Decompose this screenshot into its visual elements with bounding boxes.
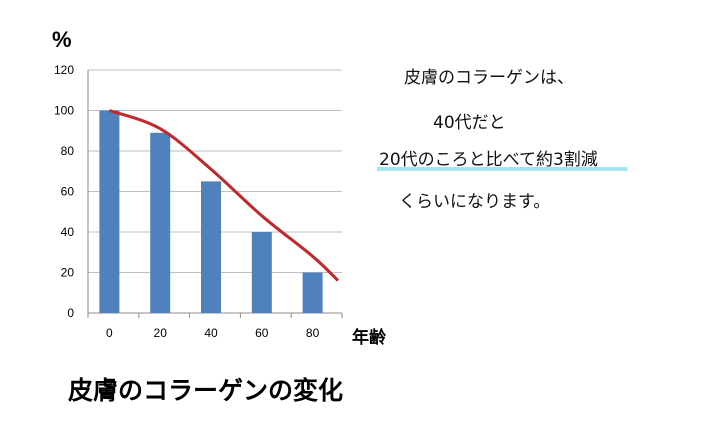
note-line-4: くらいになります。 — [399, 192, 551, 212]
y-tick-label: 60 — [61, 185, 75, 199]
y-tick-label: 100 — [54, 104, 74, 118]
y-tick-label: 20 — [61, 266, 75, 280]
x-tick-label: 20 — [154, 326, 168, 340]
y-axis-unit: % — [52, 27, 72, 52]
bars — [99, 110, 323, 313]
note-line-3-highlighted: 20代のころと比べて約3割減 — [379, 150, 598, 170]
bar-40 — [201, 181, 221, 313]
note-line-1: 皮膚のコラーゲンは、 — [404, 68, 574, 88]
trend-line-group — [108, 109, 340, 282]
x-tick-label: 40 — [204, 326, 218, 340]
y-tick-label: 120 — [54, 63, 74, 77]
highlight-underline — [377, 167, 627, 171]
y-tick-label: 40 — [61, 225, 75, 239]
x-tick-label: 60 — [255, 326, 269, 340]
chart-caption: 皮膚のコラーゲンの変化 — [68, 376, 344, 405]
y-tick-label: 80 — [61, 144, 75, 158]
x-axis-unit: 年齢 — [352, 327, 387, 348]
y-tick-label: 0 — [67, 306, 74, 320]
x-tick-label: 80 — [306, 326, 320, 340]
bar-60 — [251, 232, 272, 313]
bar-0 — [99, 110, 120, 313]
trend-line — [108, 109, 340, 282]
bar-80 — [302, 272, 323, 313]
tick-labels: 0 20 40 60 80 100 120 0 20 40 60 80 — [54, 63, 320, 340]
x-tick-label: 0 — [106, 326, 113, 340]
bar-20 — [150, 132, 171, 313]
note-line-2: 40代だと — [433, 113, 506, 133]
